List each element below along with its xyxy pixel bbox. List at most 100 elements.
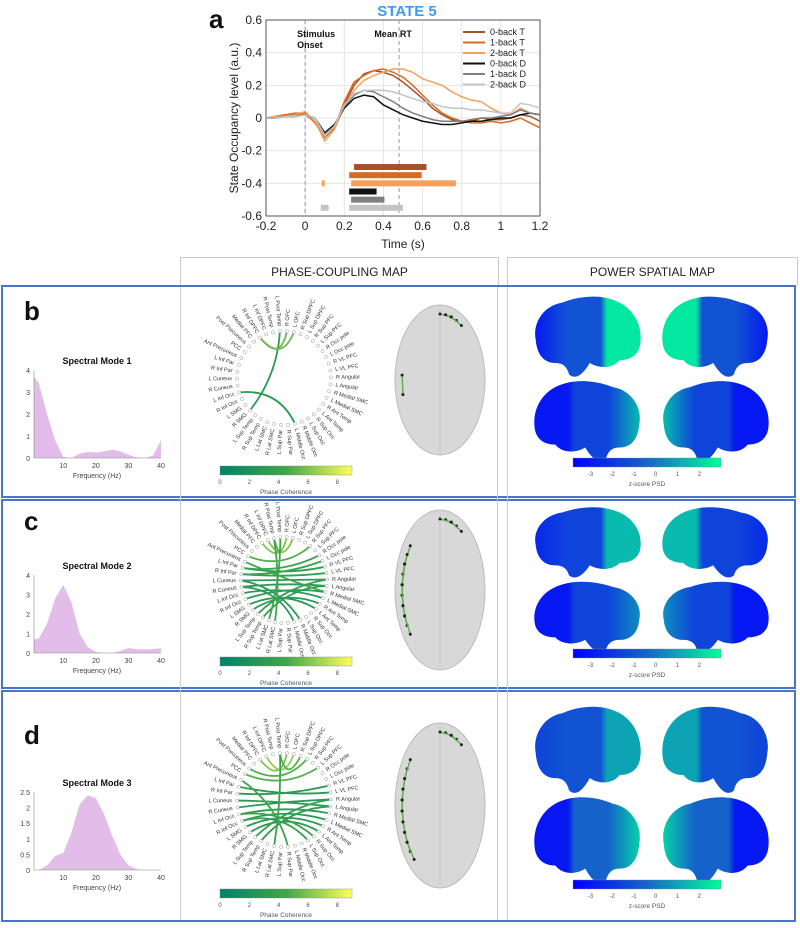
colorbar-tick: 2: [698, 472, 702, 478]
glass-node: [405, 840, 409, 844]
node-label: R Inf Par: [211, 787, 233, 796]
power-spatial-header: POWER SPATIAL MAP: [507, 257, 798, 286]
significance-bar: [351, 180, 456, 187]
node-marker: [237, 390, 242, 395]
node-marker: [311, 834, 316, 839]
colorbar: [572, 648, 722, 659]
coupling-edge: [254, 798, 332, 838]
brain-surface: [663, 581, 769, 652]
coupling-edge: [273, 753, 282, 847]
node-marker: [235, 376, 239, 381]
node-marker: [259, 417, 263, 421]
spectral-title: Spectral Mode 1: [62, 356, 131, 366]
row-box-c: [1, 499, 796, 689]
x-tick-label: 20: [92, 463, 100, 470]
glass-node: [401, 820, 405, 824]
glass-brain-3: [394, 722, 486, 889]
coupling-edge: [249, 820, 320, 834]
node-marker: [321, 402, 326, 406]
node-marker: [328, 382, 333, 387]
coupling-edge: [279, 752, 302, 771]
node-marker: [314, 607, 318, 611]
coupling-edge: [247, 545, 311, 563]
coupling-edge: [260, 805, 331, 842]
coupling-edge: [267, 537, 294, 554]
node-label: L Angular: [335, 383, 359, 392]
glass-node: [403, 777, 407, 781]
node-marker: [261, 615, 265, 620]
node-label: R Sup Par: [285, 430, 293, 456]
node-marker: [254, 544, 259, 549]
node-label: R OFC: [285, 309, 292, 326]
panel-label-d: d: [24, 720, 40, 750]
colorbar-label: z-score PSD: [629, 903, 666, 910]
node-marker: [316, 829, 321, 834]
glass-node: [412, 857, 416, 861]
colorbar-label: Phase Coherence: [260, 680, 312, 687]
node-marker: [316, 765, 320, 770]
coupling-edge: [244, 766, 319, 782]
spectral-area: [34, 795, 161, 870]
significance-bar: [351, 196, 385, 203]
node-marker: [317, 553, 322, 558]
colorbar-tick: -2: [610, 472, 616, 478]
node-marker: [325, 577, 329, 582]
annotation-text: Stimulus: [297, 29, 335, 39]
node-marker: [298, 754, 303, 758]
y-tick-label: 0: [26, 868, 30, 875]
power-map-2: -3 -2 -1 0 1 2 z-score PSD: [534, 507, 769, 679]
colorbar-tick: 2: [698, 663, 702, 669]
power-map-1: -3 -2 -1 0 1 2 z-score PSD: [534, 296, 769, 488]
brain-surface: [535, 296, 641, 377]
colorbar-tick: -3: [588, 894, 594, 900]
coupling-edge: [273, 538, 279, 623]
glass-node: [408, 758, 412, 762]
glass-node: [408, 632, 412, 636]
colorbar-tick: 6: [306, 480, 310, 486]
glass-node: [459, 743, 463, 747]
node-marker: [243, 825, 248, 829]
node-marker: [292, 752, 296, 756]
node-marker: [264, 754, 269, 759]
colorbar-label: z-score PSD: [629, 481, 666, 488]
node-marker: [279, 845, 283, 849]
coupling-edge: [241, 560, 323, 576]
node-label: L Angular: [331, 584, 355, 593]
spectral-mode-2-chart: Spectral Mode 2 10 20 30 40 0 1 2 3 4 Frequency (H…: [26, 561, 165, 675]
node-marker: [286, 422, 290, 427]
colorbar-tick: 4: [277, 903, 281, 909]
node-marker: [292, 330, 296, 334]
glass-edge: [406, 841, 415, 860]
y-tick-label: 1: [26, 434, 30, 441]
coupling-edge: [239, 391, 296, 425]
node-label: L OFC: [292, 311, 301, 328]
node-marker: [272, 844, 276, 848]
legend-label: 2-back D: [490, 80, 527, 90]
y-tick-label: 3: [26, 390, 30, 397]
node-marker: [306, 416, 310, 421]
y-tick-label: -0.2: [241, 144, 262, 158]
node-marker: [273, 620, 277, 624]
glass-edge: [403, 615, 411, 635]
y-tick-label: 1: [26, 632, 30, 639]
brain-surface: [663, 797, 769, 884]
node-marker: [293, 843, 297, 848]
y-tick-label: 2: [26, 612, 30, 619]
node-marker: [324, 818, 329, 822]
node-label: R Inf Par: [211, 365, 233, 374]
node-marker: [255, 612, 260, 616]
coupling-edge: [242, 554, 320, 571]
node-marker: [247, 344, 252, 349]
node-marker: [299, 841, 304, 846]
brain-surface: [662, 706, 768, 793]
y-tick-label: 0.4: [245, 46, 262, 60]
node-marker: [237, 812, 242, 817]
coupling-edge: [241, 583, 327, 588]
node-marker: [311, 412, 316, 417]
node-marker: [292, 619, 296, 624]
spectral-area: [34, 584, 161, 653]
coupling-edge: [261, 536, 288, 554]
coupling-edge: [240, 779, 289, 848]
node-marker: [309, 611, 314, 616]
node-marker: [305, 335, 309, 339]
